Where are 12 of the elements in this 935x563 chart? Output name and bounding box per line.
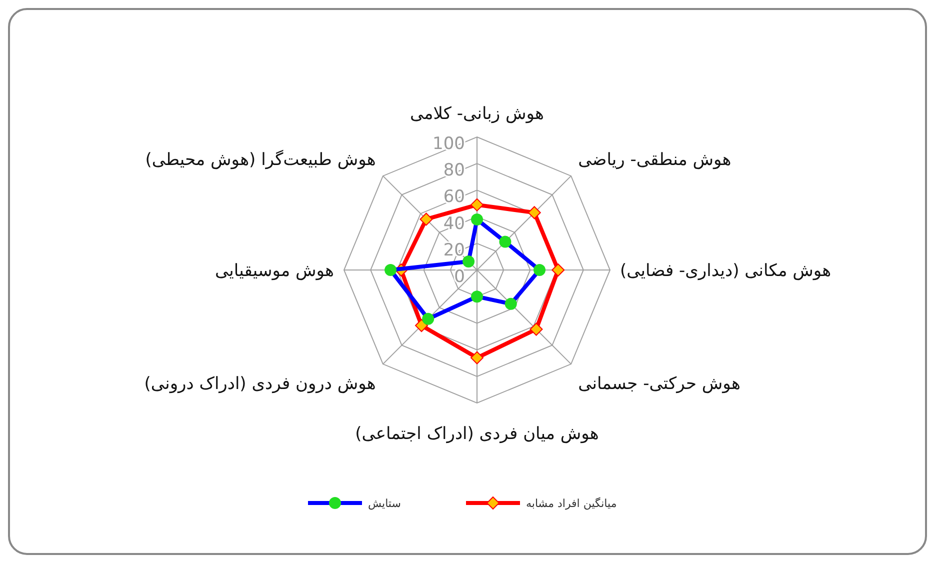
category: هوش موسیقیایی [215, 261, 334, 281]
ytick: 100 [432, 134, 465, 154]
category: هوش طبیعت‌گرا (هوش محیطی) [145, 150, 376, 170]
legend-label: ستایش [368, 497, 401, 510]
category: هوش مکانی (دیداری- فضایی) [620, 261, 832, 281]
ytick: 0 [454, 267, 465, 287]
category: هوش حرکتی- جسمانی [578, 374, 740, 394]
category: هوش منطقی- ریاضی [578, 150, 732, 170]
category: هوش درون فردی (ادراک درونی) [144, 374, 376, 394]
legend-label: میانگین افراد مشابه [526, 497, 617, 510]
category: هوش میان فردی (ادراک اجتماعی) [355, 424, 599, 444]
category: هوش زبانی- کلامی [410, 104, 544, 124]
